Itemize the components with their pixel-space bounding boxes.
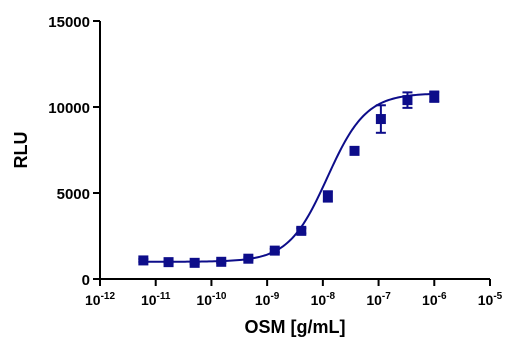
point-marker: [216, 256, 227, 267]
point-marker: [429, 91, 440, 102]
x-tick-label: 10-9: [255, 291, 280, 308]
point-marker: [163, 257, 174, 268]
data-point: [243, 253, 254, 264]
data-point: [296, 225, 307, 236]
x-tick-label: 10-12: [85, 291, 115, 308]
data-point: [402, 91, 413, 109]
point-marker: [402, 95, 413, 106]
fit-curve: [143, 92, 435, 263]
x-tick-label: 10-5: [478, 291, 503, 308]
y-tick-label: 5000: [57, 186, 90, 203]
data-point: [375, 104, 386, 134]
x-axis: 10-12 10-11 10-10 10-9 10-8 10-7 10-6 10-5: [85, 278, 503, 308]
data-point: [322, 190, 333, 203]
data-points: [138, 90, 440, 268]
y-tick-label: 10000: [48, 100, 90, 117]
data-point: [138, 255, 149, 266]
plot-area: [138, 90, 440, 268]
point-marker: [138, 255, 149, 266]
data-point: [216, 256, 227, 267]
y-axis: 0 5000 10000 15000: [48, 14, 101, 289]
data-point: [349, 145, 360, 156]
data-point: [189, 257, 200, 268]
y-tick-label: 15000: [48, 14, 90, 31]
point-marker: [375, 114, 386, 125]
point-marker: [243, 253, 254, 264]
point-marker: [296, 225, 307, 236]
x-tick-label: 10-6: [422, 291, 447, 308]
point-marker: [322, 191, 333, 202]
point-marker: [349, 145, 360, 156]
x-tick-label: 10-10: [196, 291, 226, 308]
data-point: [163, 257, 174, 268]
data-point: [269, 245, 280, 256]
y-tick-label: 0: [82, 272, 90, 289]
x-tick-label: 10-7: [366, 291, 391, 308]
point-marker: [269, 245, 280, 256]
y-axis-label: RLU: [11, 132, 31, 169]
point-marker: [189, 257, 200, 268]
data-point: [429, 90, 440, 103]
x-axis-label: OSM [g/mL]: [245, 317, 346, 337]
x-tick-label: 10-11: [141, 291, 171, 308]
x-tick-label: 10-8: [311, 291, 336, 308]
